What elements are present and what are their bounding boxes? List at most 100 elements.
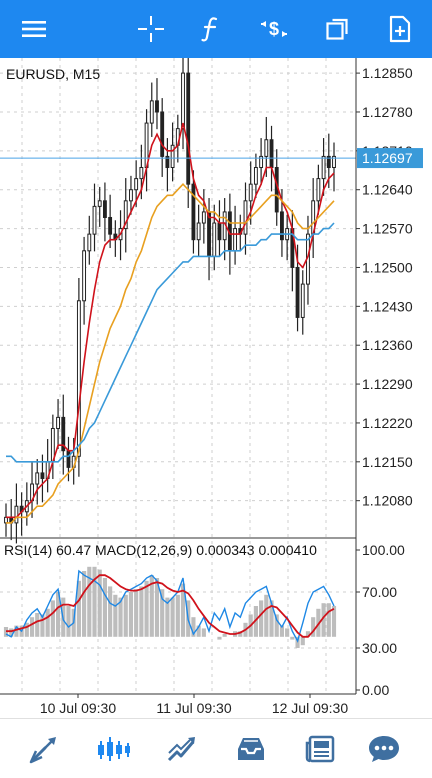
objects-button[interactable] [318, 9, 358, 49]
candlestick-series [4, 58, 336, 544]
news-icon [305, 735, 335, 763]
nav-chat[interactable] [364, 729, 404, 769]
macd-histogram-bar [201, 628, 206, 637]
macd-histogram-bar [66, 606, 71, 637]
current-price-label: 1.12697 [362, 150, 413, 166]
macd-histogram-bar [144, 580, 149, 637]
macd-histogram-bar [290, 636, 295, 640]
crosshair-icon [138, 16, 164, 42]
macd-histogram-bar [170, 597, 175, 637]
indicator-series [3, 566, 337, 648]
candle-body [123, 200, 128, 230]
candle-body [87, 233, 92, 252]
indicator-tick-label: 100.00 [362, 542, 405, 558]
macd-histogram-bar [45, 608, 50, 637]
crosshair-button[interactable] [131, 9, 171, 49]
macd-histogram-bar [50, 600, 55, 637]
macd-histogram-bar [269, 600, 274, 637]
macd-histogram-bar [14, 625, 19, 637]
macd-histogram-bar [222, 634, 227, 637]
candle-body [61, 416, 66, 452]
macd-histogram-bar [118, 597, 123, 637]
macd-histogram-bar [295, 636, 300, 648]
nav-news[interactable] [300, 729, 340, 769]
moving-averages [6, 122, 335, 524]
candle-body [129, 189, 133, 202]
macd-histogram-bar [87, 566, 92, 637]
candle-body [102, 200, 107, 218]
candle-body [201, 211, 206, 224]
chart-area[interactable]: 1.128501.127801.127101.126401.125701.125… [0, 58, 432, 718]
candle-body [92, 205, 97, 235]
candle-body [269, 139, 274, 169]
price-tick-label: 1.12220 [362, 415, 413, 431]
candle-body [264, 139, 269, 157]
macd-histogram-bar [55, 592, 61, 637]
macd-signal-line [6, 574, 335, 638]
candle-body [181, 72, 185, 130]
candle-body [253, 167, 258, 185]
candle-body [149, 100, 154, 124]
nav-quotes[interactable] [24, 729, 64, 769]
trade-button[interactable]: $ [254, 9, 294, 49]
price-tick-label: 1.12500 [362, 259, 413, 275]
candle-body [196, 222, 201, 241]
candle-body [217, 222, 222, 241]
macd-histogram-bar [300, 636, 305, 646]
indicators-button[interactable] [191, 9, 231, 49]
macd-histogram-bar [102, 578, 108, 637]
candle-body [326, 155, 331, 169]
rsi-line [5, 569, 335, 643]
price-tick-label: 1.12850 [362, 65, 413, 81]
price-tick-label: 1.12080 [362, 493, 413, 509]
macd-histogram-bar [331, 606, 337, 637]
candle-body [207, 211, 211, 257]
macd-histogram-bar [76, 580, 81, 637]
macd-histogram-bar [285, 628, 290, 637]
price-tick-label: 1.12360 [362, 337, 413, 353]
indicator-tick-label: 70.00 [362, 584, 397, 600]
candle-body [212, 222, 217, 257]
time-tick-label: 11 Jul 09:30 [156, 700, 231, 716]
macd-histogram-bar [321, 603, 326, 637]
menu-button[interactable] [14, 9, 54, 49]
nav-trade[interactable] [162, 729, 202, 769]
candle-body [332, 155, 336, 169]
chat-icon [369, 736, 399, 762]
price-chart[interactable]: 1.128501.127801.127101.126401.125701.125… [0, 58, 432, 718]
candle-body [139, 167, 144, 180]
candle-body [321, 155, 326, 180]
macd-histogram-bar [134, 589, 139, 637]
candle-body [259, 155, 264, 169]
macd-histogram-bar [326, 603, 331, 637]
nav-chart[interactable] [94, 729, 134, 769]
new-order-button[interactable] [380, 9, 420, 49]
top-toolbar: $ [0, 0, 432, 58]
candle-body [160, 111, 165, 157]
macd-histogram-bar [311, 617, 316, 637]
indicator-axis: 100.00 70.00 30.00 0.00 [356, 542, 405, 698]
candle-body [295, 266, 300, 318]
macd-histogram-bar [259, 600, 264, 637]
ma-mid-line [6, 183, 335, 524]
macd-histogram-bar [24, 622, 29, 637]
macd-histogram-bar [175, 594, 180, 637]
macd-histogram-bar [191, 617, 196, 637]
bottom-navigation [0, 718, 432, 778]
candle-body [97, 200, 102, 207]
macd-histogram-bar [160, 589, 165, 637]
macd-histogram-bar [165, 597, 170, 637]
macd-histogram-bar [217, 636, 222, 640]
time-axis: 10 Jul 09:30 11 Jul 09:30 12 Jul 09:30 [0, 693, 356, 716]
price-tick-label: 1.12780 [362, 104, 413, 120]
time-tick-label: 10 Jul 09:30 [40, 700, 116, 716]
macd-histogram-bar [35, 613, 40, 637]
nav-history[interactable] [231, 729, 271, 769]
time-tick-label: 12 Jul 09:30 [272, 700, 348, 716]
candle-body [243, 200, 248, 235]
indicators-icon [201, 17, 218, 42]
trade-dollar-icon: $ [261, 19, 287, 39]
trade-chart-icon [167, 737, 195, 762]
objects-icon [326, 18, 348, 40]
menu-icon [22, 21, 46, 37]
